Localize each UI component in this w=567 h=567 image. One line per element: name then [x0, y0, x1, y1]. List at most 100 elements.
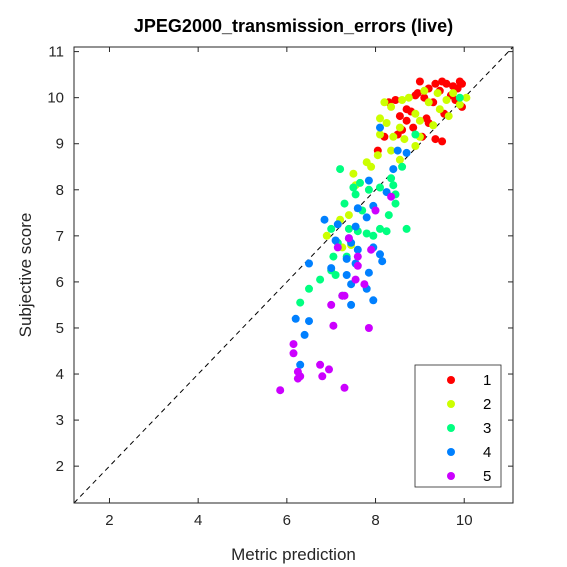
data-point	[296, 360, 305, 369]
data-point	[371, 206, 380, 215]
data-point	[391, 199, 400, 208]
data-point	[333, 243, 342, 252]
data-point	[305, 259, 313, 268]
legend-label: 5	[483, 468, 491, 485]
x-tick-label: 8	[371, 512, 379, 529]
data-point	[376, 183, 384, 192]
y-tick-label: 8	[56, 182, 64, 199]
data-point	[349, 183, 358, 192]
y-tick-label: 10	[47, 90, 64, 107]
data-point	[362, 213, 371, 222]
data-point	[351, 190, 360, 199]
data-point	[402, 148, 411, 157]
data-point	[305, 317, 313, 326]
data-point	[387, 174, 396, 183]
data-point	[364, 324, 373, 332]
y-tick-label: 2	[56, 458, 64, 475]
data-point	[293, 374, 302, 383]
data-point	[325, 365, 333, 374]
data-point	[327, 224, 336, 233]
data-point	[398, 96, 407, 104]
identity-reference-line	[73, 46, 514, 504]
data-point	[435, 105, 444, 114]
series-5	[276, 192, 396, 395]
legend-label: 2	[483, 396, 491, 413]
data-point	[402, 116, 411, 125]
data-point	[289, 349, 298, 358]
data-point	[318, 372, 327, 381]
data-point	[342, 271, 351, 279]
data-point	[402, 224, 411, 233]
data-point	[442, 79, 451, 88]
data-point	[351, 275, 360, 284]
data-point	[455, 100, 464, 109]
y-tick-label: 9	[56, 136, 64, 153]
chart-title: JPEG2000_transmission_errors (live)	[134, 16, 453, 36]
data-point	[431, 79, 440, 88]
data-point	[389, 132, 398, 141]
y-axis-label: Subjective score	[16, 213, 35, 338]
legend-marker	[447, 448, 455, 456]
reference-line-layer	[73, 46, 514, 504]
data-point	[387, 102, 396, 111]
data-point	[344, 211, 353, 220]
data-point	[373, 151, 382, 160]
data-point	[415, 116, 424, 125]
data-point	[344, 234, 353, 243]
data-point	[329, 252, 338, 261]
data-point	[289, 340, 298, 349]
plot-box	[73, 46, 514, 504]
legend-label: 1	[483, 372, 491, 389]
data-point	[384, 211, 393, 220]
data-point	[391, 96, 400, 104]
data-point	[389, 165, 398, 174]
data-point	[296, 298, 305, 307]
y-tick-label: 7	[56, 228, 64, 245]
data-point	[449, 89, 458, 98]
data-point	[444, 112, 453, 121]
data-point	[411, 91, 420, 100]
y-tick-label: 11	[48, 44, 64, 61]
data-point	[420, 86, 429, 95]
data-point	[360, 280, 369, 289]
data-point	[344, 224, 353, 233]
legend: 1 2 3 4 5	[414, 364, 502, 488]
data-point	[362, 229, 371, 238]
x-axis-label: Metric prediction	[231, 545, 356, 564]
data-point	[349, 169, 358, 178]
data-point	[393, 146, 402, 155]
data-point	[455, 93, 464, 102]
data-point	[336, 165, 345, 174]
data-point	[376, 130, 384, 139]
data-point	[342, 254, 351, 263]
legend-marker	[447, 424, 455, 432]
data-point	[389, 181, 398, 190]
y-tick-label: 4	[56, 366, 64, 383]
data-point	[395, 123, 404, 132]
data-point	[367, 245, 376, 254]
data-point	[353, 261, 362, 270]
data-point	[353, 204, 362, 213]
data-point	[340, 383, 349, 392]
axis-ticks-layer: 2 4 6 8 10 2 3 4 5 6 7 8 9 10 11	[47, 44, 513, 529]
data-point	[400, 135, 409, 144]
series-2	[322, 86, 471, 252]
data-point	[305, 284, 313, 293]
legend-label: 4	[483, 444, 491, 461]
data-point	[415, 77, 424, 86]
data-point	[387, 192, 396, 201]
data-point	[442, 96, 451, 104]
y-tick-label: 6	[56, 274, 64, 291]
data-point	[433, 89, 442, 98]
data-point	[382, 119, 391, 127]
data-point	[409, 123, 418, 132]
data-point	[364, 268, 373, 277]
data-point	[353, 245, 362, 254]
data-point	[429, 121, 438, 130]
data-point	[353, 252, 362, 261]
legend-marker	[447, 376, 455, 384]
data-point	[331, 271, 340, 279]
x-tick-label: 10	[456, 512, 473, 529]
